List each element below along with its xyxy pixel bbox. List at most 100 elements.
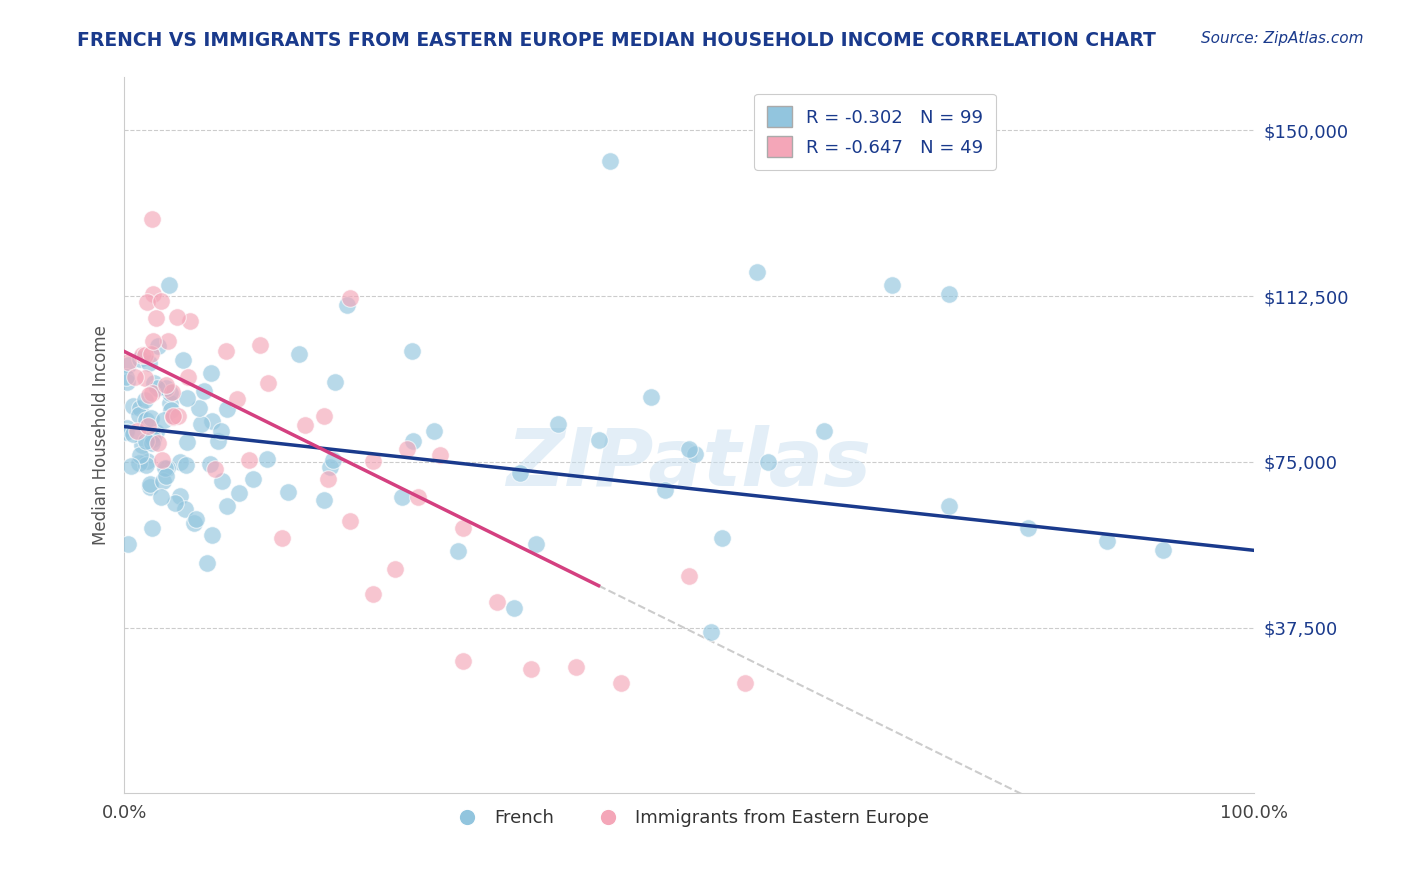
Point [167, 409, 190, 424]
Text: FRENCH VS IMMIGRANTS FROM EASTERN EUROPE MEDIAN HOUSEHOLD INCOME CORRELATION CHA: FRENCH VS IMMIGRANTS FROM EASTERN EUROPE… [77, 31, 1156, 50]
Point [131, 438, 153, 452]
Point [654, 483, 676, 498]
Point [176, 391, 198, 405]
Point [150, 453, 173, 467]
Point [201, 528, 224, 542]
Point [117, 355, 139, 369]
Point [174, 458, 197, 472]
Point [135, 413, 157, 427]
Point [599, 154, 621, 169]
Point [402, 434, 425, 448]
Point [745, 265, 768, 279]
Point [215, 500, 238, 514]
Point [157, 277, 180, 292]
Point [200, 366, 222, 380]
Point [211, 474, 233, 488]
Point [135, 454, 157, 468]
Point [242, 472, 264, 486]
Point [339, 514, 361, 528]
Point [115, 375, 138, 389]
Point [524, 537, 547, 551]
Point [146, 381, 169, 395]
Point [756, 455, 779, 469]
Point [813, 424, 835, 438]
Point [142, 334, 165, 348]
Point [139, 480, 162, 494]
Point [312, 409, 335, 423]
Point [588, 433, 610, 447]
Point [734, 676, 756, 690]
Point [179, 314, 201, 328]
Point [150, 294, 173, 309]
Point [169, 489, 191, 503]
Point [316, 472, 339, 486]
Point [938, 499, 960, 513]
Point [128, 408, 150, 422]
Point [160, 384, 183, 399]
Point [139, 410, 162, 425]
Point [156, 334, 179, 349]
Point [139, 347, 162, 361]
Point [322, 453, 344, 467]
Point [138, 477, 160, 491]
Point [502, 601, 524, 615]
Point [172, 353, 194, 368]
Point [318, 459, 340, 474]
Point [391, 491, 413, 505]
Point [138, 355, 160, 369]
Point [136, 418, 159, 433]
Point [138, 388, 160, 402]
Point [520, 661, 543, 675]
Point [155, 377, 177, 392]
Point [640, 391, 662, 405]
Point [169, 455, 191, 469]
Point [610, 676, 633, 690]
Point [249, 338, 271, 352]
Point [195, 556, 218, 570]
Point [142, 376, 165, 390]
Point [277, 485, 299, 500]
Point [142, 287, 165, 301]
Point [155, 381, 177, 395]
Point [115, 425, 138, 439]
Point [115, 421, 138, 435]
Point [149, 490, 172, 504]
Point [129, 401, 152, 415]
Point [485, 595, 508, 609]
Point [509, 467, 531, 481]
Point [134, 349, 156, 363]
Point [451, 654, 474, 668]
Point [401, 343, 423, 358]
Point [120, 459, 142, 474]
Point [159, 403, 181, 417]
Point [314, 492, 336, 507]
Point [174, 502, 197, 516]
Point [153, 412, 176, 426]
Point [155, 469, 177, 483]
Point [678, 569, 700, 583]
Point [938, 287, 960, 301]
Point [141, 428, 163, 442]
Point [141, 386, 163, 401]
Point [146, 435, 169, 450]
Point [271, 531, 294, 545]
Point [176, 435, 198, 450]
Point [215, 402, 238, 417]
Point [115, 369, 138, 384]
Point [128, 456, 150, 470]
Point [335, 298, 357, 312]
Point [565, 660, 588, 674]
Point [159, 386, 181, 401]
Point [141, 521, 163, 535]
Point [339, 292, 361, 306]
Point [214, 343, 236, 358]
Point [166, 310, 188, 325]
Point [204, 462, 226, 476]
Point [238, 452, 260, 467]
Point [710, 531, 733, 545]
Legend: French, Immigrants from Eastern Europe: French, Immigrants from Eastern Europe [441, 802, 936, 834]
Point [882, 278, 904, 293]
Point [406, 490, 429, 504]
Text: ZIPatlas: ZIPatlas [506, 425, 872, 503]
Point [129, 448, 152, 462]
